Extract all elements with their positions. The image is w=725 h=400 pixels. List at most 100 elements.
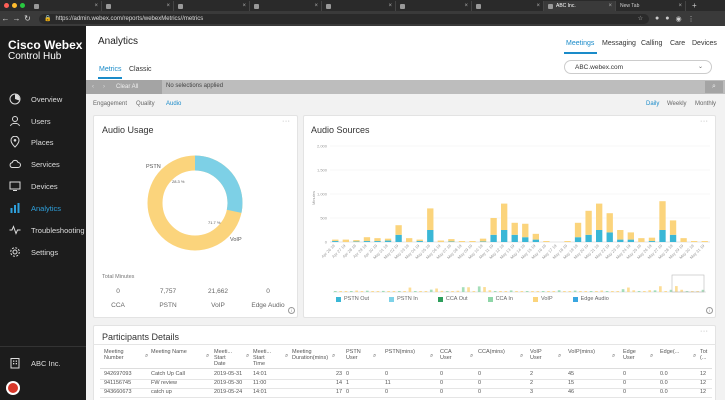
column-search-icon[interactable]: ⌕ [145,353,149,359]
column-search-icon[interactable]: ⌕ [650,353,654,359]
chevron-left-icon[interactable]: ‹ [92,84,94,90]
period-daily[interactable]: Daily [646,101,660,107]
column-search-icon[interactable]: ⌕ [558,353,562,359]
column-header[interactable]: Meeti... Start Time [253,349,272,367]
org-select[interactable]: ABC.webex.com ⌄ [564,60,712,74]
column-header[interactable]: Meeting Number [104,349,124,361]
column-header[interactable]: Meeti... Start Date [214,349,233,367]
info-icon[interactable]: i [706,307,713,314]
browser-tab[interactable]: New Tab × [616,1,686,11]
table-row[interactable] [100,388,712,389]
sidebar-item-settings[interactable]: Settings [0,242,86,262]
search-icon[interactable]: ⌕ [705,81,723,93]
tab-audio[interactable]: Audio [166,101,182,107]
browser-tab[interactable]: × [472,1,544,11]
column-header[interactable]: PSTN User [346,349,361,361]
browser-tab[interactable]: × [396,1,472,11]
close-tab-icon[interactable]: × [314,3,318,9]
column-search-icon[interactable]: ⌕ [373,353,377,359]
profile-icon[interactable]: ◉ [675,15,682,23]
column-search-icon[interactable]: ⌕ [470,353,474,359]
timeline-brush-chart[interactable] [333,273,706,293]
user-avatar[interactable] [6,381,20,395]
maximize-window-icon[interactable] [20,3,25,8]
close-tab-icon[interactable]: × [678,3,682,9]
column-search-icon[interactable]: ⌕ [693,353,697,359]
column-search-icon[interactable]: ⌕ [206,353,210,359]
close-tab-icon[interactable]: × [94,3,98,9]
column-search-icon[interactable]: ⌕ [285,353,289,359]
column-search-icon[interactable]: ⌕ [332,353,336,359]
sidebar-item-services[interactable]: Services [0,154,86,174]
legend-item-cca-out[interactable]: CCA Out [437,296,468,302]
column-header[interactable]: CCA(mins) [478,349,505,355]
close-tab-icon[interactable]: × [536,3,540,9]
tab-classic[interactable]: Classic [129,66,152,73]
tab-messaging[interactable]: Messaging [602,40,636,47]
column-search-icon[interactable]: ⌕ [430,353,434,359]
column-header[interactable]: PSTN(mins) [385,349,415,355]
more-options-icon[interactable]: ··· [700,328,709,335]
period-weekly[interactable]: Weekly [667,101,687,107]
table-row[interactable] [100,397,712,398]
legend-item-pstn-out[interactable]: PSTN Out [336,296,369,302]
tab-quality[interactable]: Quality [136,101,155,107]
tab-calling[interactable]: Calling [641,40,663,47]
column-header[interactable]: CCA User [440,349,452,361]
close-tab-icon[interactable]: × [608,3,612,9]
browser-tab[interactable]: × [250,1,322,11]
tab-engagement[interactable]: Engagement [93,101,128,107]
info-icon[interactable]: i [288,307,295,314]
close-tab-icon[interactable]: × [242,3,246,9]
brush-handle[interactable] [671,274,705,293]
browser-tab[interactable]: × [102,1,174,11]
sidebar-item-users[interactable]: Users [0,111,86,131]
extension-icon[interactable]: ● [665,15,670,22]
browser-tab[interactable]: × [322,1,396,11]
more-options-icon[interactable]: ··· [282,118,291,125]
tab-meetings[interactable]: Meetings [566,40,595,47]
reload-icon[interactable]: ↻ [24,14,31,23]
column-header[interactable]: Edge(... [660,349,680,355]
column-header[interactable]: Edge User [623,349,636,361]
close-tab-icon[interactable]: × [464,3,468,9]
forward-icon[interactable]: → [12,14,21,23]
sidebar-item-troubleshooting[interactable]: Troubleshooting [0,220,86,240]
address-input[interactable]: 🔒 https://admin.webex.com/reports/webexM… [39,13,649,24]
new-tab-button[interactable]: + [692,1,697,10]
column-search-icon[interactable]: ⌕ [612,353,616,359]
sidebar-item-places[interactable]: Places [0,132,86,152]
bookmark-star-icon[interactable]: ☆ [637,16,643,22]
sidebar-item-overview[interactable]: Overview [0,89,86,109]
column-header[interactable]: Meeting Duration(mins) [292,349,329,361]
chevron-right-icon[interactable]: › [103,84,105,90]
column-header[interactable]: VoIP User [530,349,542,361]
column-search-icon[interactable]: ⌕ [246,353,250,359]
menu-dots-icon[interactable]: ⋮ [687,15,695,23]
tab-devices[interactable]: Devices [692,40,717,47]
column-header[interactable]: Tot (... [700,349,708,361]
column-header[interactable]: VoIP(mins) [568,349,595,355]
sidebar-org[interactable]: ABC Inc. [9,357,61,369]
legend-item-pstn-in[interactable]: PSTN In [389,296,418,302]
tab-metrics[interactable]: Metrics [99,66,122,73]
table-row[interactable] [100,379,712,380]
browser-tab[interactable]: × [174,1,250,11]
more-options-icon[interactable]: ··· [700,118,709,125]
close-tab-icon[interactable]: × [388,3,392,9]
extension-icon[interactable]: ● [655,15,660,22]
clear-all-button[interactable]: Clear All [116,84,139,90]
browser-tab-active[interactable]: ABC Inc. × [544,1,616,11]
period-monthly[interactable]: Monthly [695,101,717,107]
sidebar-item-devices[interactable]: Devices [0,176,86,196]
column-search-icon[interactable]: ⌕ [520,353,524,359]
minimize-window-icon[interactable] [12,3,17,8]
sidebar-item-analytics[interactable]: Analytics [0,198,86,218]
legend-item-edge-audio[interactable]: Edge Audio [572,296,609,302]
donut-slice-pstn[interactable] [147,155,243,251]
browser-tab[interactable]: × [30,1,102,11]
tab-care[interactable]: Care [670,40,686,47]
legend-item-cca-in[interactable]: CCA In [487,296,513,302]
close-window-icon[interactable] [4,3,9,8]
legend-item-voip[interactable]: VoIP [533,296,553,302]
